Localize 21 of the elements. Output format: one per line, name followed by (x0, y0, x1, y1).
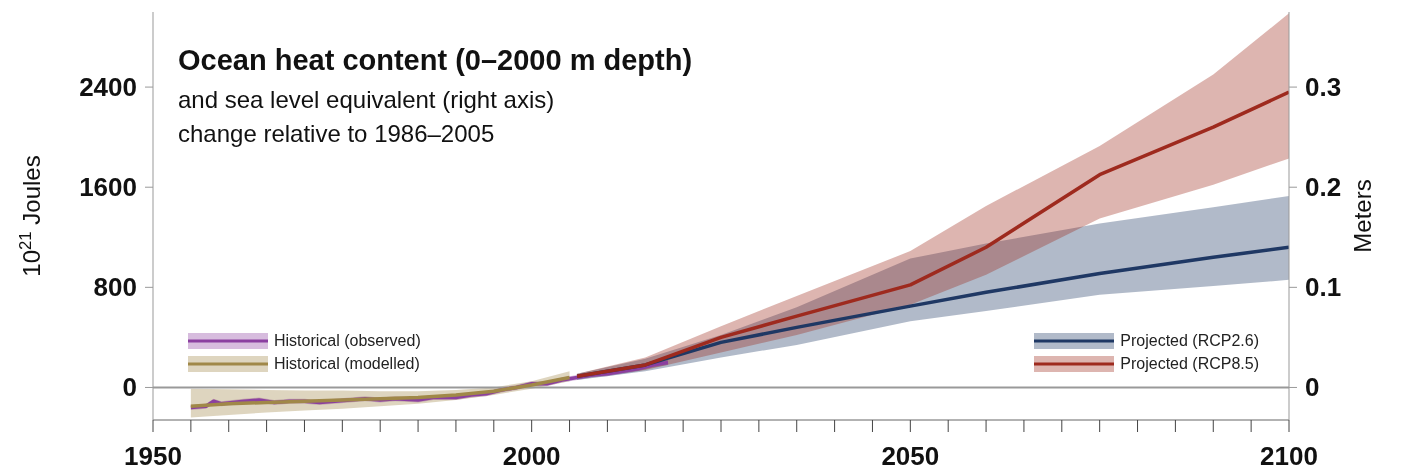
y-tick-label: 1600 (79, 172, 137, 203)
text: and sea level equivalent (right axis) change relative to 1986–2005 (178, 85, 556, 149)
y2-tick-label: 0.2 (1305, 172, 1342, 203)
y-tick-label: 0 (122, 372, 137, 403)
legend-label: Projected (RCP8.5) (1120, 355, 1259, 373)
y2-tick-label: 0.3 (1305, 72, 1342, 103)
legend-label: Projected (RCP2.6) (1120, 332, 1259, 350)
legend-label: Historical (modelled) (274, 355, 420, 373)
y2-tick-label: 0.1 (1305, 272, 1342, 303)
line-series (575, 90, 1289, 378)
line-series (189, 375, 572, 408)
text: Ocean heat content (0–2000 m depth) (178, 44, 693, 77)
y-tick-label: 800 (93, 272, 137, 303)
x-tick-label: 2050 (881, 441, 940, 471)
x-tick-label: 2000 (502, 441, 561, 471)
x-tick-label: 2100 (1260, 441, 1318, 471)
y2-tick-label: 0 (1305, 372, 1320, 403)
y2-axis-title: Meters (1349, 179, 1376, 253)
y-tick-label: 2400 (79, 72, 137, 103)
legend-label: Historical (observed) (274, 332, 421, 350)
x-tick-label: 1950 (124, 441, 182, 471)
